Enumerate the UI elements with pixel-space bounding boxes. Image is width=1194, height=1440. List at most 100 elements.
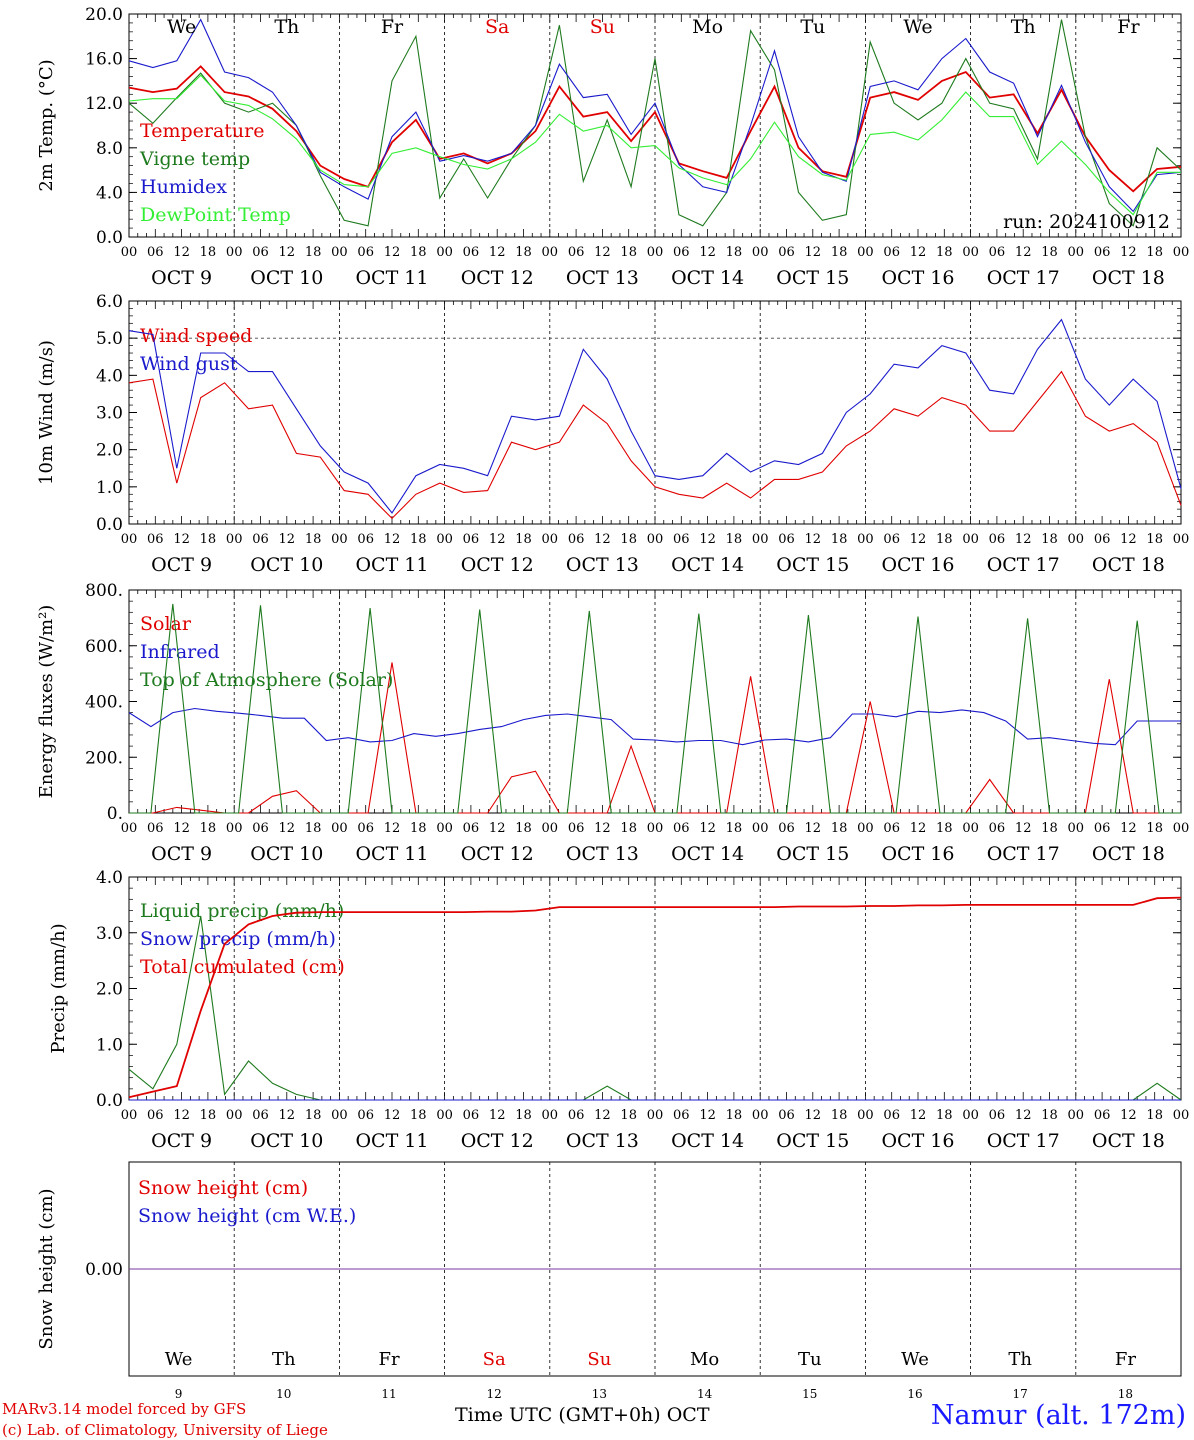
hour-tick-label: 12 — [1120, 821, 1137, 836]
lab-credit: (c) Lab. of Climatology, University of L… — [2, 1421, 328, 1439]
day-name: Th — [274, 16, 299, 38]
day-name: Tu — [800, 16, 825, 38]
hour-tick-label: 18 — [726, 532, 743, 547]
hour-tick-label: 00 — [647, 1108, 664, 1123]
day-name: Fr — [1117, 16, 1140, 38]
legend-entry: Wind speed — [140, 325, 252, 347]
hour-tick-label: 00 — [226, 245, 243, 260]
hour-tick-label: 12 — [699, 532, 716, 547]
hour-tick-label: 18 — [200, 245, 217, 260]
date-label: OCT 17 — [987, 267, 1060, 289]
hour-tick-label: 00 — [857, 532, 874, 547]
date-label: OCT 16 — [881, 267, 954, 289]
hour-tick-label: 18 — [936, 245, 953, 260]
legend-entry: Snow height (cm W.E.) — [138, 1205, 356, 1227]
hour-tick-label: 00 — [1068, 245, 1085, 260]
series-line-3 — [128, 18, 1182, 213]
hour-tick-label: 18 — [305, 821, 322, 836]
hour-tick-label: 18 — [305, 245, 322, 260]
legend-entry: Snow precip (mm/h) — [140, 928, 336, 950]
hour-tick-label: 12 — [699, 821, 716, 836]
hour-tick-label: 00 — [542, 245, 559, 260]
day-name: We — [903, 16, 932, 38]
y-axis-label: Energy fluxes (W/m²) — [36, 605, 57, 799]
hour-tick-label: 12 — [279, 1108, 296, 1123]
date-label: OCT 13 — [566, 554, 639, 576]
hour-tick-label: 12 — [489, 821, 506, 836]
day-name: Fr — [381, 16, 404, 38]
hour-tick-label: 00 — [226, 1108, 243, 1123]
date-label: OCT 15 — [776, 843, 849, 865]
hour-tick-label: 06 — [357, 532, 374, 547]
legend-entry: Vigne temp — [139, 148, 250, 170]
date-label: OCT 10 — [250, 267, 323, 289]
date-label: OCT 18 — [1092, 843, 1165, 865]
y-tick-label: 6.0 — [96, 292, 123, 312]
hour-tick-label: 12 — [910, 1108, 927, 1123]
hour-tick-label: 18 — [1146, 821, 1163, 836]
panel-4: 0.0 1.0 2.0 3.0 4.0 Precip (mm/h) Liquid preci… — [48, 868, 1189, 1152]
hour-tick-label: 18 — [200, 532, 217, 547]
legend-entry: Liquid precip (mm/h) — [140, 900, 344, 922]
hour-tick-label: 06 — [357, 821, 374, 836]
date-label: OCT 10 — [250, 1130, 323, 1152]
y-tick-label: 3.0 — [96, 404, 123, 424]
date-label: OCT 18 — [1092, 554, 1165, 576]
y-axis-label: 10m Wind (m/s) — [36, 340, 57, 485]
hour-tick-label: 00 — [436, 532, 453, 547]
hour-tick-label: 00 — [647, 821, 664, 836]
hour-tick-label: 06 — [989, 532, 1006, 547]
hour-tick-label: 06 — [252, 532, 269, 547]
hour-tick-label: 18 — [1041, 245, 1058, 260]
day-number: 18 — [1118, 1387, 1133, 1400]
hour-tick-label: 12 — [805, 245, 822, 260]
hour-tick-label: 12 — [594, 1108, 611, 1123]
hour-tick-label: 18 — [200, 821, 217, 836]
hour-tick-label: 18 — [726, 1108, 743, 1123]
hour-tick-label: 00 — [1068, 532, 1085, 547]
date-label: OCT 9 — [151, 554, 212, 576]
hour-tick-label: 18 — [1146, 245, 1163, 260]
hour-tick-label: 18 — [305, 1108, 322, 1123]
legend-entry: Total cumulated (cm) — [140, 956, 345, 978]
hour-tick-label: 00 — [752, 532, 769, 547]
date-label: OCT 10 — [250, 554, 323, 576]
hour-tick-label: 12 — [173, 821, 190, 836]
date-label: OCT 11 — [355, 267, 428, 289]
y-tick-label: 12.0 — [85, 94, 123, 114]
hour-tick-label: 00 — [436, 821, 453, 836]
hour-tick-label: 00 — [752, 821, 769, 836]
hour-tick-label: 12 — [279, 532, 296, 547]
y-tick-label: 0.0 — [96, 515, 123, 535]
hour-tick-label: 12 — [173, 532, 190, 547]
day-number: 12 — [487, 1387, 502, 1400]
hour-tick-label: 12 — [279, 245, 296, 260]
y-tick-label: 2.0 — [96, 980, 123, 1000]
date-label: OCT 13 — [566, 267, 639, 289]
hour-tick-label: 18 — [1041, 1108, 1058, 1123]
hour-tick-label: 00 — [857, 245, 874, 260]
hour-tick-label: 06 — [673, 821, 690, 836]
meteogram: 0.0 4.0 8.0 12.0 16.0 20.0 2m Temp. (°C) Temper… — [36, 5, 1189, 1400]
hour-tick-label: 12 — [1120, 1108, 1137, 1123]
hour-tick-label: 06 — [147, 1108, 164, 1123]
y-tick-label: 1.0 — [96, 478, 123, 498]
legend-entry: Snow height (cm) — [138, 1177, 308, 1199]
hour-tick-label: 12 — [384, 532, 401, 547]
hour-tick-label: 06 — [989, 1108, 1006, 1123]
hour-tick-label: 12 — [1015, 1108, 1032, 1123]
day-name: Th — [1008, 1349, 1032, 1370]
hour-tick-label: 12 — [1015, 245, 1032, 260]
hour-tick-label: 12 — [594, 821, 611, 836]
station-name: Namur (alt. 172m) — [930, 1400, 1186, 1431]
date-label: OCT 16 — [881, 554, 954, 576]
date-label: OCT 17 — [987, 554, 1060, 576]
hour-tick-label: 12 — [910, 245, 927, 260]
hour-tick-label: 00 — [752, 1108, 769, 1123]
hour-tick-label: 18 — [831, 821, 848, 836]
date-label: OCT 18 — [1092, 1130, 1165, 1152]
hour-tick-label: 18 — [515, 245, 532, 260]
date-label: OCT 14 — [671, 1130, 744, 1152]
series-line-3 — [129, 603, 1181, 814]
panel-2: 0.0 1.0 2.0 3.0 4.0 5.0 6.0 10m Wind (m/s) Wind … — [36, 292, 1189, 576]
